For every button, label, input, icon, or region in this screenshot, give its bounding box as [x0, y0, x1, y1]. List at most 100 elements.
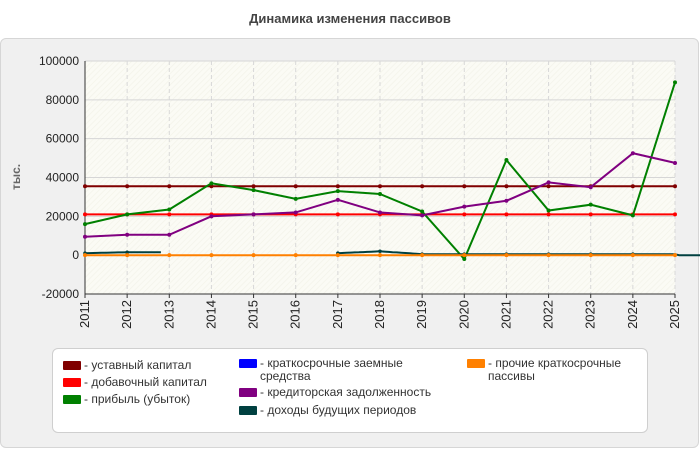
data-point — [630, 253, 635, 258]
data-point — [125, 212, 130, 217]
data-point — [420, 184, 425, 189]
x-tick-label: 2013 — [161, 300, 176, 329]
legend-text: прочие краткосрочные пассивы — [488, 356, 622, 383]
data-point — [588, 185, 593, 190]
x-tick-label: 2022 — [541, 300, 556, 329]
data-point — [167, 207, 172, 212]
y-tick-label: 40000 — [46, 171, 80, 185]
legend-label: - доходы будущих периодов — [260, 403, 417, 417]
legend-item-prochie: - прочие краткосрочные пассивы — [467, 357, 637, 383]
data-point — [546, 253, 551, 258]
chart-title: Динамика изменения пассивов — [249, 11, 451, 26]
data-point — [209, 181, 214, 186]
data-point — [673, 212, 677, 217]
data-point — [251, 184, 256, 189]
data-point — [335, 189, 340, 194]
data-point — [378, 192, 382, 197]
legend-label: - краткосрочные заемные средства — [260, 356, 403, 383]
data-point — [251, 188, 256, 193]
legend-item-dokhody: - доходы будущих периодов — [239, 404, 416, 417]
x-tick-label: 2012 — [119, 300, 134, 329]
data-point — [209, 253, 214, 258]
data-point — [630, 213, 635, 218]
legend-text: доходы будущих периодов — [267, 403, 417, 417]
x-tick-label: 2016 — [288, 300, 303, 329]
data-point — [125, 253, 130, 258]
legend-item-kreditorskaya: - кредиторская задолженность — [239, 386, 431, 399]
data-point — [420, 209, 425, 214]
data-point — [293, 196, 298, 201]
x-tick-label: 2011 — [77, 300, 92, 328]
data-point — [462, 253, 467, 258]
data-point — [420, 213, 425, 218]
data-point — [335, 253, 340, 258]
legend-label: - кредиторская задолженность — [260, 385, 432, 399]
chart-legend: - уставный капитал - добавочный капитал … — [52, 348, 648, 433]
legend-item-ustavny: - уставный капитал — [63, 359, 191, 372]
data-point — [209, 184, 214, 189]
data-point — [209, 214, 214, 219]
x-tick-label: 2023 — [583, 300, 598, 329]
y-axis-label: тыс. — [9, 163, 23, 190]
data-point — [83, 184, 87, 189]
legend-swatch — [239, 388, 257, 397]
x-tick-label: 2020 — [456, 300, 471, 329]
data-point — [335, 197, 340, 202]
y-tick-label: -20000 — [42, 287, 80, 301]
data-point — [588, 212, 593, 217]
data-point — [673, 160, 677, 165]
data-point — [167, 184, 172, 189]
data-point — [673, 253, 677, 258]
data-point — [673, 80, 677, 85]
data-point — [83, 234, 87, 239]
data-point — [83, 222, 87, 227]
x-tick-label: 2021 — [498, 300, 513, 329]
x-tick-label: 2014 — [203, 300, 218, 329]
legend-label: - прибыль (убыток) — [84, 392, 191, 406]
y-tick-label: 80000 — [46, 93, 80, 107]
data-point — [504, 253, 509, 258]
data-point — [630, 184, 635, 189]
data-point — [546, 184, 551, 189]
data-point — [504, 184, 509, 189]
x-tick-label: 2017 — [330, 300, 345, 329]
legend-swatch — [63, 361, 81, 370]
legend-item-kratkosrochnye: - краткосрочные заемные средства — [239, 357, 439, 383]
x-tick-label: 2018 — [372, 300, 387, 329]
data-point — [504, 158, 509, 163]
data-point — [125, 250, 129, 255]
data-point — [462, 184, 467, 189]
legend-text: добавочный капитал — [91, 375, 207, 389]
data-point — [588, 253, 593, 258]
y-tick-label: 20000 — [46, 209, 80, 223]
legend-item-dobavochny: - добавочный капитал — [63, 376, 207, 389]
data-point — [378, 249, 382, 254]
legend-swatch — [239, 406, 257, 415]
data-point — [83, 253, 87, 258]
data-point — [293, 253, 298, 258]
data-point — [420, 253, 425, 258]
data-point — [630, 151, 635, 156]
x-tick-label: 2025 — [667, 300, 682, 329]
data-point — [504, 212, 509, 217]
legend-text: уставный капитал — [91, 358, 192, 372]
series-line-5 — [84, 251, 161, 255]
data-point — [251, 212, 256, 217]
legend-label: - прочие краткосрочные пассивы — [488, 356, 622, 383]
legend-swatch — [63, 395, 81, 404]
data-point — [462, 257, 467, 262]
data-point — [167, 253, 172, 258]
data-point — [378, 210, 382, 215]
legend-text: прибыль (убыток) — [91, 392, 191, 406]
legend-swatch — [467, 359, 485, 368]
data-point — [546, 180, 551, 185]
data-point — [293, 184, 298, 189]
legend-swatch — [239, 359, 257, 368]
data-point — [167, 232, 172, 237]
data-point — [251, 253, 256, 258]
y-tick-label: 60000 — [46, 132, 80, 146]
x-tick-label: 2024 — [625, 300, 640, 329]
data-point — [462, 212, 467, 217]
x-tick-label: 2015 — [246, 300, 261, 329]
